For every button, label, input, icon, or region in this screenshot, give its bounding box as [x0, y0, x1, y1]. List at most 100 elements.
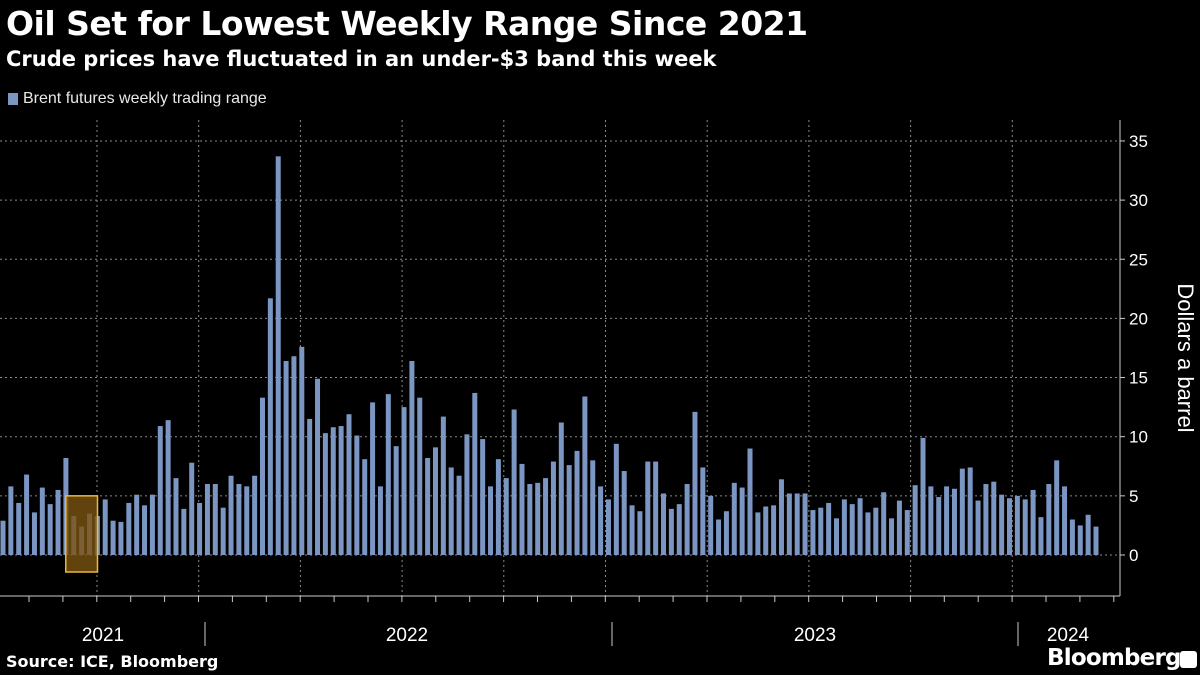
bar [55, 489, 61, 555]
bar [786, 493, 792, 555]
bar [558, 422, 564, 555]
bar [1085, 514, 1091, 555]
y-tick-label: 20 [1129, 309, 1148, 328]
bar [126, 502, 132, 555]
bar [8, 486, 14, 555]
bar [928, 486, 934, 555]
bar [456, 475, 462, 555]
bar [904, 510, 910, 555]
bar [668, 508, 674, 555]
bar [566, 465, 572, 555]
bar [637, 511, 643, 555]
bar [480, 439, 486, 555]
bar [1030, 489, 1036, 555]
bar [346, 414, 352, 555]
bar [149, 494, 155, 555]
bar [951, 488, 957, 555]
bar [747, 448, 753, 555]
bar [417, 397, 423, 555]
bar [448, 467, 454, 555]
bar [535, 482, 541, 555]
bar [1022, 499, 1028, 555]
bar [212, 484, 218, 555]
bar [267, 298, 273, 555]
bar [362, 459, 368, 555]
bar [1062, 486, 1068, 555]
bar [857, 498, 863, 555]
bar [472, 392, 478, 555]
bar [204, 484, 210, 555]
bar [716, 519, 722, 555]
bar [354, 435, 360, 555]
bar [220, 507, 226, 555]
bar [440, 416, 446, 555]
bar [543, 478, 549, 555]
bar [511, 409, 517, 555]
bar [889, 518, 895, 555]
bar [503, 478, 509, 555]
bar [110, 520, 116, 555]
bar [134, 494, 140, 555]
bar [47, 504, 53, 555]
bar [181, 508, 187, 555]
legend-label: Brent futures weekly trading range [23, 90, 267, 107]
y-tick-label: 0 [1129, 546, 1138, 565]
bar [834, 518, 840, 555]
bar [849, 504, 855, 555]
bar [495, 459, 501, 555]
bar [818, 507, 824, 555]
bar [959, 468, 965, 555]
bar [629, 505, 635, 555]
bar [731, 482, 737, 555]
bar [31, 512, 37, 555]
bar [39, 487, 45, 555]
y-tick-label: 15 [1129, 369, 1148, 388]
bar [338, 426, 344, 555]
chart-subtitle: Crude prices have fluctuated in an under… [6, 47, 717, 71]
bar [763, 506, 769, 555]
bar [598, 486, 604, 555]
bar [684, 484, 690, 555]
bar [778, 479, 784, 555]
bar [165, 420, 171, 555]
x-tick-label: 2023 [794, 625, 836, 646]
x-tick-label: 2022 [386, 625, 428, 646]
bar [307, 418, 313, 555]
bar [912, 485, 918, 555]
bar [370, 402, 376, 555]
bar [252, 475, 258, 555]
bar [881, 492, 887, 555]
bar [189, 462, 195, 555]
legend-swatch [8, 93, 18, 105]
bar [244, 486, 250, 555]
y-tick-label: 30 [1129, 191, 1148, 210]
bar [621, 471, 627, 555]
bloomberg-chart-icon [1180, 651, 1197, 668]
bar [1046, 484, 1052, 555]
y-axis-label: Dollars a barrel [1173, 283, 1198, 432]
bar [661, 493, 667, 555]
bar [645, 461, 651, 555]
bar [605, 499, 611, 555]
bar [1077, 525, 1083, 555]
bloomberg-logo: Bloomberg [1047, 645, 1181, 671]
x-tick-label: 2021 [82, 625, 124, 646]
bar [488, 486, 494, 555]
bar [975, 500, 981, 555]
y-tick-label: 10 [1129, 428, 1148, 447]
bar [142, 505, 148, 555]
bar [385, 394, 391, 555]
bar [393, 446, 399, 555]
bar [157, 426, 163, 555]
bar [574, 450, 580, 555]
bar [1054, 460, 1060, 555]
bar [936, 497, 942, 555]
bar [991, 481, 997, 555]
bar [692, 411, 698, 555]
bar [173, 478, 179, 555]
bar [723, 511, 729, 555]
bar [425, 457, 431, 555]
bar [653, 461, 659, 555]
x-tick-label: 2024 [1047, 625, 1090, 646]
